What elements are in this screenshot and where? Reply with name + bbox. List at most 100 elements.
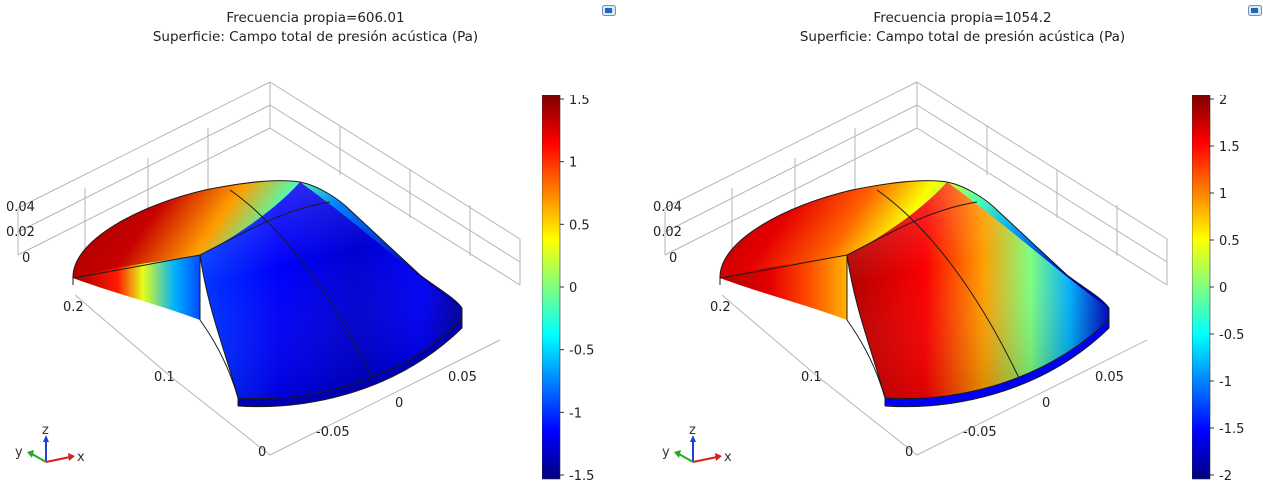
front-shading bbox=[847, 182, 1109, 399]
geometry-edge bbox=[237, 327, 463, 408]
plot-canvas[interactable]: 0.04 0.02 0 0.2 0.1 0 0.05 0 -0.05 z x y bbox=[0, 0, 631, 483]
plot-title: Frecuencia propia=606.01 Superficie: Cam… bbox=[0, 9, 631, 47]
geometry-edge bbox=[884, 319, 1110, 400]
geometry-edges bbox=[719, 180, 1110, 408]
triad-x-label: x bbox=[724, 450, 732, 465]
geometry-edges bbox=[72, 180, 463, 408]
triad-y-label: y bbox=[15, 445, 23, 460]
plot-title-line1: Frecuencia propia=1054.2 bbox=[873, 10, 1052, 26]
plot-title-line2: Superficie: Campo total de presión acúst… bbox=[799, 29, 1126, 45]
z-tick-label: 0 bbox=[22, 251, 30, 266]
inner-face bbox=[73, 255, 200, 320]
geometry-edge bbox=[946, 181, 1110, 309]
grid-line bbox=[664, 104, 918, 233]
triad-x-arrow bbox=[715, 453, 722, 461]
plot-title-line1: Frecuencia propia=606.01 bbox=[226, 10, 405, 26]
colorbar-tick-label: 0 bbox=[1219, 281, 1227, 296]
grid-line bbox=[664, 81, 918, 209]
triad-y-axis bbox=[31, 453, 47, 463]
grid-line bbox=[269, 81, 521, 240]
plot-canvas[interactable]: 0.04 0.02 0 0.2 0.1 0 0.05 0 -0.05 z x y bbox=[647, 0, 1263, 483]
z-tick-label: 0.04 bbox=[6, 200, 35, 215]
colorbar: 2 1.5 1 0.5 0 -0.5 -1 -1.5 -2 bbox=[1192, 95, 1244, 484]
axis-triad: z x y bbox=[15, 423, 85, 465]
geometry-edge bbox=[884, 327, 1110, 408]
z-tick-label: 0.04 bbox=[653, 200, 682, 215]
x-tick-label: -0.05 bbox=[316, 425, 350, 440]
geometry-edge bbox=[72, 254, 201, 279]
geometry-edge bbox=[72, 180, 301, 279]
grid-line bbox=[916, 127, 1168, 286]
axis-tick-labels: 0.04 0.02 0 0.2 0.1 0 0.05 0 -0.05 bbox=[6, 200, 477, 460]
plot-title-line2: Superficie: Campo total de presión acúst… bbox=[152, 29, 479, 45]
front-shading bbox=[200, 182, 462, 399]
geometry-edge bbox=[199, 319, 239, 399]
grid-lines bbox=[664, 81, 1168, 286]
bottom-edge bbox=[885, 320, 1109, 407]
grid-line bbox=[269, 127, 521, 286]
colorbar-tick-label: 2 bbox=[1219, 95, 1227, 108]
triad-y-arrow bbox=[674, 450, 681, 458]
colorbar-tick-label: -1.5 bbox=[1219, 422, 1244, 437]
colorbar-tick-label: -1 bbox=[569, 406, 582, 421]
geometry-edge bbox=[237, 319, 463, 400]
triad-y-axis bbox=[678, 453, 694, 463]
y-tick-label: 0.2 bbox=[710, 300, 731, 315]
x-tick-label: 0 bbox=[395, 396, 403, 411]
colorbar-tick-label: 1 bbox=[1219, 187, 1227, 202]
triad-y-arrow bbox=[27, 450, 34, 458]
geometry-edge bbox=[719, 180, 948, 279]
colorbar-tick-label: -1.5 bbox=[569, 469, 594, 484]
grid-line bbox=[664, 127, 918, 256]
plot-toolbar-icon[interactable] bbox=[602, 5, 616, 16]
colorbar-tick-label: 0 bbox=[569, 281, 577, 296]
colorbar-tick-label: -2 bbox=[1219, 469, 1232, 484]
triad-z-arrow bbox=[690, 435, 696, 442]
grid-line bbox=[916, 104, 1168, 263]
plot-panel-left: Frecuencia propia=606.01 Superficie: Cam… bbox=[0, 0, 631, 484]
geometry-edge bbox=[846, 201, 978, 256]
colorbar-tick-label: 1.5 bbox=[1219, 140, 1240, 155]
plot-toolbar-icon[interactable] bbox=[1248, 5, 1262, 16]
geometry-edge bbox=[229, 189, 373, 379]
grid-line bbox=[916, 81, 1168, 240]
triad-z-label: z bbox=[42, 423, 49, 438]
floor-axis-line bbox=[721, 294, 1148, 456]
x-tick-label: 0.05 bbox=[1095, 370, 1124, 385]
floor-axes bbox=[74, 294, 501, 456]
triad-x-axis bbox=[692, 456, 718, 463]
grid-line bbox=[17, 81, 271, 209]
axis-triad: z x y bbox=[662, 423, 732, 465]
colorbar-tick-label: 1.5 bbox=[569, 95, 590, 108]
z-tick-label: 0 bbox=[669, 251, 677, 266]
y-tick-label: 0 bbox=[258, 445, 266, 460]
colorbar-tick-label: -0.5 bbox=[1219, 328, 1244, 343]
geometry-edge bbox=[299, 181, 463, 309]
geometry-edge bbox=[876, 189, 1020, 379]
geometry-surface bbox=[719, 180, 1109, 407]
colorbar-tick-label: -0.5 bbox=[569, 344, 594, 359]
plot-title: Frecuencia propia=1054.2 Superficie: Cam… bbox=[647, 9, 1263, 47]
geometry-edge bbox=[846, 319, 886, 399]
grid-line bbox=[17, 104, 271, 233]
geometry-edge bbox=[846, 254, 886, 399]
geometry-edge bbox=[199, 254, 239, 399]
colorbar-tick-label: 0.5 bbox=[569, 218, 590, 233]
x-tick-label: 0 bbox=[1042, 396, 1050, 411]
geometry-surface bbox=[72, 180, 462, 407]
colorbar-tick-label: -1 bbox=[1219, 375, 1232, 390]
colorbar-gradient bbox=[542, 95, 561, 480]
y-tick-label: 0 bbox=[905, 445, 913, 460]
axis-tick-labels: 0.04 0.02 0 0.2 0.1 0 0.05 0 -0.05 bbox=[653, 200, 1124, 460]
x-tick-label: -0.05 bbox=[963, 425, 997, 440]
z-tick-label: 0.02 bbox=[653, 225, 682, 240]
colorbar-tick-label: 0.5 bbox=[1219, 234, 1240, 249]
x-tick-label: 0.05 bbox=[448, 370, 477, 385]
y-tick-label: 0.1 bbox=[801, 370, 822, 385]
y-tick-label: 0.2 bbox=[63, 300, 84, 315]
floor-axis-line bbox=[74, 294, 501, 456]
colorbar-gradient bbox=[1192, 95, 1211, 480]
triad-z-label: z bbox=[689, 423, 696, 438]
triad-x-axis bbox=[45, 456, 71, 463]
colorbar-tick-label: 1 bbox=[569, 156, 577, 171]
